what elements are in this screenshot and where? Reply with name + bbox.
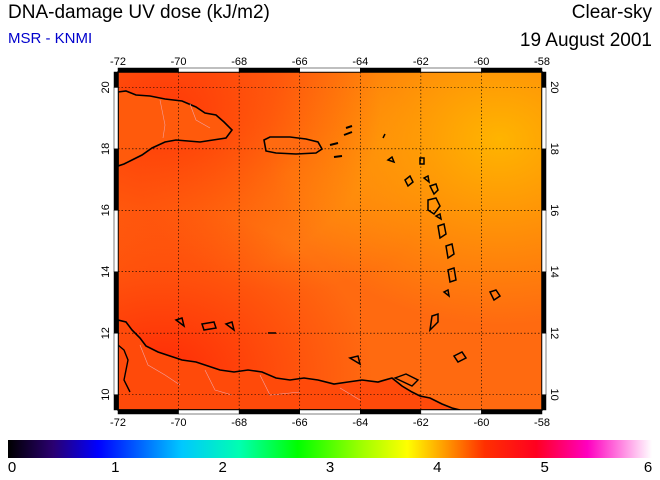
lat-tick-label-right: 14	[548, 266, 560, 278]
colorbar-tick-label: 6	[643, 459, 653, 476]
lon-tick-label-bottom: -70	[171, 417, 187, 429]
lon-tick-label-top: -66	[292, 56, 308, 68]
frame-bar	[113, 210, 119, 272]
colorbar-tick-label: 1	[111, 459, 120, 476]
hispaniola-coast	[118, 90, 234, 167]
frame-bar	[541, 394, 547, 411]
map-frame	[113, 67, 547, 415]
frame-bar	[113, 148, 119, 211]
uv-dose-map: -72 -70 -68 -66 -64 -62 -60 -58 -72 -70 -68 -66 -64…	[100, 56, 560, 429]
lon-tick-label-bottom: -62	[413, 417, 429, 429]
frame-bar	[360, 67, 422, 73]
frame-bar	[541, 210, 547, 272]
frame-bar	[117, 67, 179, 73]
lat-tick-label-left: 18	[100, 143, 112, 155]
frame-bar	[541, 148, 547, 211]
lat-tick-label-right: 10	[548, 389, 560, 401]
lat-tick-label-right: 12	[548, 327, 560, 339]
frame-bar	[113, 271, 119, 334]
colorbar-tick-label: 3	[325, 459, 335, 476]
colorbar-tick-label: 4	[433, 459, 442, 476]
frame-bar	[113, 394, 119, 411]
colorbar-tick-label: 2	[218, 459, 227, 476]
frame-bar	[541, 271, 547, 334]
lon-tick-label-bottom: -58	[534, 417, 550, 429]
frame-bar	[481, 67, 543, 73]
frame-bar	[299, 409, 361, 415]
lon-tick-label-top: -60	[473, 56, 489, 68]
lat-tick-label-left: 10	[100, 389, 112, 401]
lat-tick-label-left: 12	[100, 327, 112, 339]
date-label: 19 August 2001	[519, 30, 652, 51]
frame-bar	[420, 67, 482, 73]
lat-tick-label-left: 16	[100, 204, 112, 216]
lat-tick-label-right: 18	[548, 143, 560, 155]
condition-label: Clear-sky	[571, 2, 652, 23]
lesser-antilles-coast	[382, 133, 502, 363]
lon-tick-label-top: -64	[352, 56, 368, 68]
lon-tick-label-top: -68	[231, 56, 247, 68]
frame-bar	[178, 409, 240, 415]
frame-bar	[238, 67, 300, 73]
frame-bar	[541, 87, 547, 150]
frame-bar	[481, 409, 543, 415]
source-label: MSR - KNMI	[8, 30, 93, 47]
lon-tick-label-bottom: -68	[231, 417, 247, 429]
colorbar-tick-label: 0	[7, 459, 17, 476]
south-america-coast	[118, 319, 461, 410]
frame-bar	[541, 71, 547, 88]
lon-tick-label-bottom: -66	[292, 417, 308, 429]
frame-bar	[113, 332, 119, 395]
lon-tick-label-top: -72	[110, 56, 126, 68]
graticule	[117, 72, 543, 410]
frame-bar	[299, 67, 361, 73]
colorbar	[8, 440, 652, 458]
lat-tick-label-right: 16	[548, 204, 560, 216]
lon-tick-label-bottom: -60	[473, 417, 489, 429]
frame-bar	[117, 409, 179, 415]
frame-bar	[541, 332, 547, 395]
lon-tick-label-top: -58	[534, 56, 550, 68]
lon-tick-label-bottom: -64	[352, 417, 368, 429]
lon-tick-label-top: -70	[171, 56, 187, 68]
lat-tick-label-left: 20	[100, 81, 112, 93]
lat-tick-label-left: 14	[100, 266, 112, 278]
frame-bar	[360, 409, 422, 415]
colorbar-tick-label: 5	[540, 459, 549, 476]
frame-bar	[238, 409, 300, 415]
lat-tick-label-right: 20	[548, 81, 560, 93]
lon-tick-label-bottom: -72	[110, 417, 126, 429]
lon-tick-label-top: -62	[413, 56, 429, 68]
frame-bar	[113, 71, 119, 88]
map-title: DNA-damage UV dose (kJ/m2)	[8, 2, 270, 23]
frame-bar	[178, 67, 240, 73]
uv-field	[118, 72, 542, 410]
frame-bar	[420, 409, 482, 415]
frame-bar	[113, 87, 119, 150]
